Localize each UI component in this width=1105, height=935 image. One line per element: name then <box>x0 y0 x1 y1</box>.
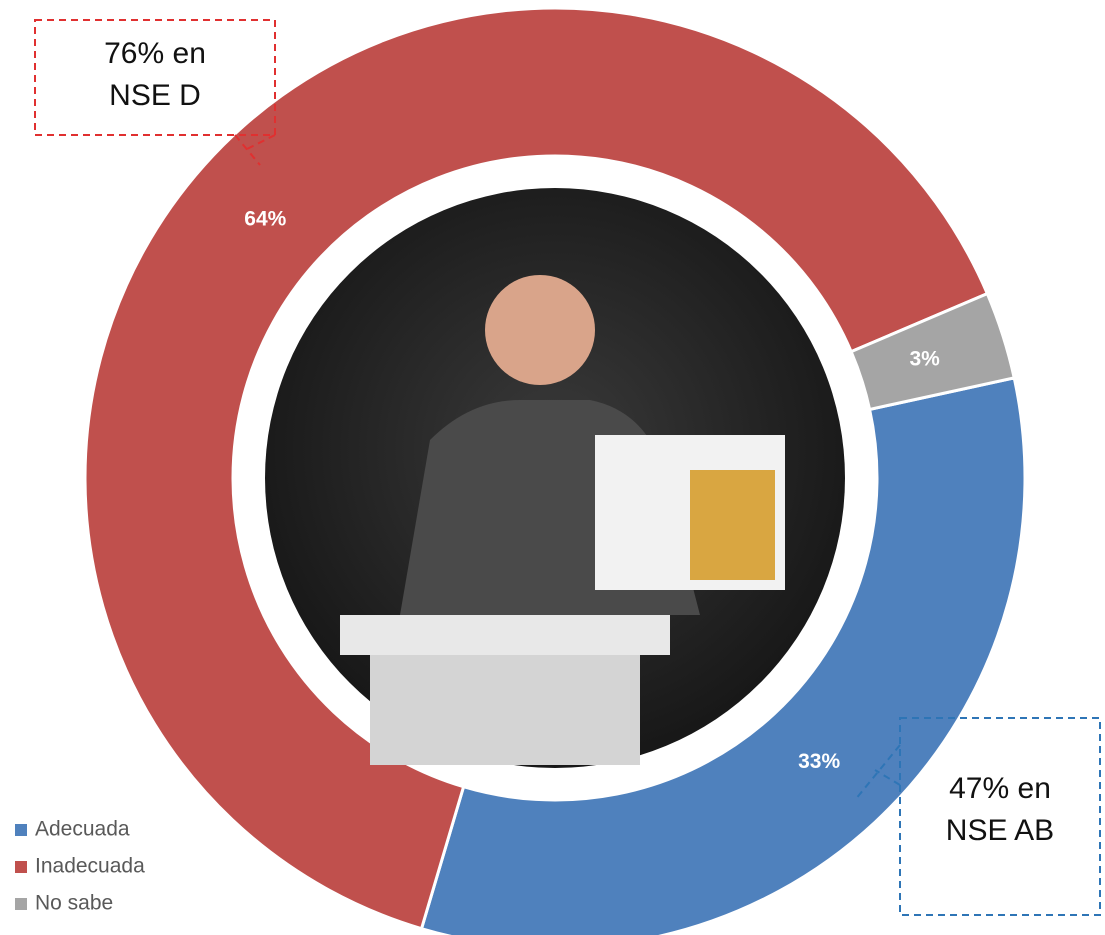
annotation-text: 76% en <box>104 37 206 70</box>
annotation-text: NSE D <box>109 79 201 112</box>
annotation-callout <box>854 717 1101 916</box>
annotation-text: NSE AB <box>946 814 1054 847</box>
donut-segment <box>419 376 1027 935</box>
legend-label: No sabe <box>35 892 113 915</box>
donut <box>83 6 1027 935</box>
legend-label: Adecuada <box>35 818 130 841</box>
data-label: 33% <box>798 750 840 773</box>
annotation-callout <box>34 19 276 166</box>
legend-swatch <box>15 898 27 910</box>
data-label: 3% <box>909 348 940 371</box>
legend-label: Inadecuada <box>35 855 145 878</box>
annotation-text: 47% en <box>949 772 1051 805</box>
donut-segment <box>849 291 1016 412</box>
data-label: 64% <box>244 207 286 230</box>
center-photo <box>265 188 845 768</box>
legend-swatch <box>15 824 27 836</box>
donut-segment <box>83 6 990 931</box>
legend-swatch <box>15 861 27 873</box>
